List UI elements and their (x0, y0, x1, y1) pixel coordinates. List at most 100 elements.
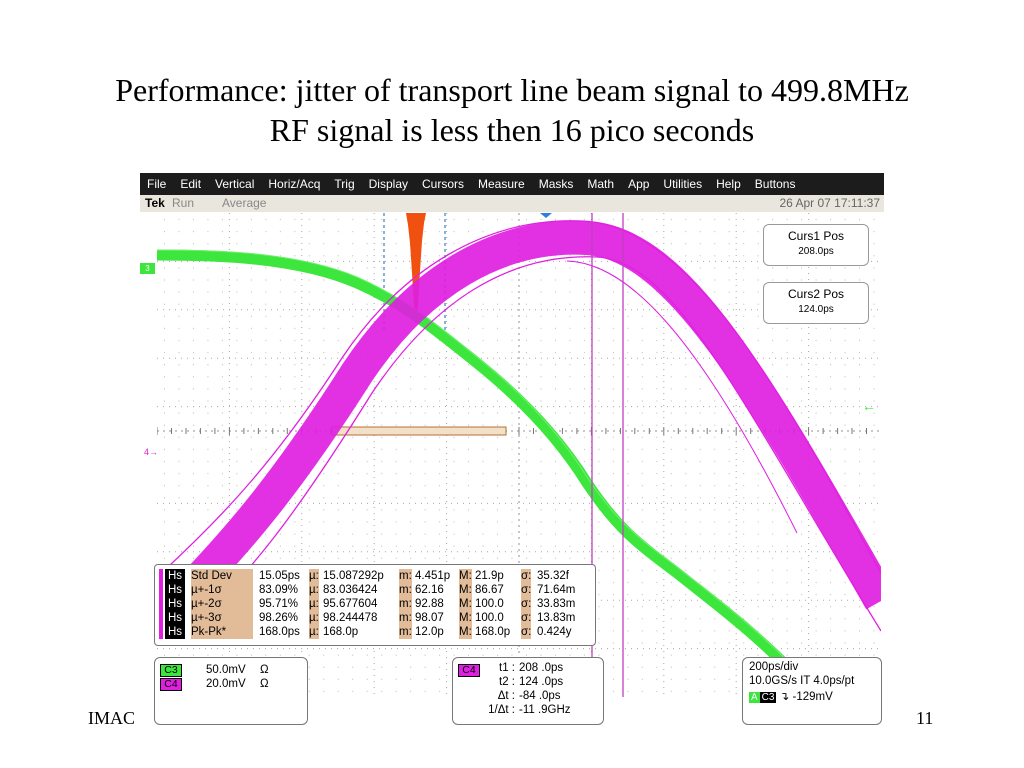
ch3-marker[interactable]: 3 (140, 263, 155, 274)
ch3-trace (157, 249, 823, 697)
timebase-panel[interactable]: 200ps/div 10.0GS/s IT 4.0ps/pt A C3 ↴ -12… (742, 657, 882, 725)
measurement-color-stripe (159, 597, 163, 611)
ch3-impedance: Ω (260, 664, 269, 676)
t1-label: t1 : (499, 662, 515, 674)
curs1-readout[interactable]: Curs1 Pos 208.0ps (763, 224, 869, 266)
measurement-tag: Hs (165, 611, 186, 625)
mu-value: 95.677604 (323, 598, 378, 610)
trigger-level: -129mV (792, 691, 833, 703)
mu-label: µ: (309, 583, 319, 597)
menu-display[interactable]: Display (368, 177, 408, 191)
max-value: 21.9p (475, 570, 504, 582)
ch3-trace-edge (157, 249, 818, 692)
menu-file[interactable]: File (147, 177, 167, 191)
delta-t-value: -84 .0ps (519, 690, 561, 702)
max-value: 86.67 (475, 584, 504, 596)
min-value: 98.07 (415, 612, 444, 624)
menu-masks[interactable]: Masks (538, 177, 574, 191)
min-value: 4.451p (415, 570, 451, 582)
curs2-label: Curs2 Pos (787, 287, 845, 301)
cursor-channel-tag: C4 (458, 664, 480, 677)
min-value: 12.0p (415, 626, 444, 638)
measurement-row[interactable]: Hs µ+-3σ 98.26% µ: 98.244478 m: 98.07 M:… (159, 611, 591, 625)
ch4-impedance: Ω (260, 678, 269, 690)
measurement-name: Pk-Pk* (191, 625, 253, 639)
menu-help[interactable]: Help (716, 177, 741, 191)
run-state[interactable]: Run (172, 196, 195, 210)
min-value: 92.88 (415, 598, 444, 610)
curs2-value: 124.0ps (798, 304, 834, 315)
horizontal-scale: 200ps/div (749, 661, 799, 673)
t2-value: 124 .0ps (519, 676, 564, 688)
mu-value: 83.036424 (323, 584, 378, 596)
curs1-value: 208.0ps (798, 246, 834, 257)
t2-label: t2 : (499, 676, 515, 688)
menu-utilities[interactable]: Utilities (663, 177, 703, 191)
mu-value: 98.244478 (323, 612, 378, 624)
measurement-row[interactable]: Hs µ+-1σ 83.09% µ: 83.036424 m: 62.16 M:… (159, 583, 591, 597)
channel-scale-panel[interactable]: C3 50.0mV Ω C4 20.0mV Ω (154, 657, 308, 725)
oscilloscope-screenshot: File Edit Vertical Horiz/Acq Trig Displa… (140, 173, 884, 730)
ch3-scale: 50.0mV (206, 664, 246, 676)
slide-title-line1: Performance: jitter of transport line be… (115, 72, 909, 108)
max-label: M: (459, 611, 472, 625)
ch4-scale: 20.0mV (206, 678, 246, 690)
menu-measure[interactable]: Measure (478, 177, 525, 191)
measurement-row[interactable]: Hs Pk-Pk* 168.0ps µ: 168.0p m: 12.0p M: … (159, 625, 591, 639)
measurement-row[interactable]: Hs µ+-2σ 95.71% µ: 95.677604 m: 92.88 M:… (159, 597, 591, 611)
menu-vertical[interactable]: Vertical (215, 177, 255, 191)
min-value: 62.16 (415, 584, 444, 596)
waveform-display (157, 213, 881, 697)
menu-trig[interactable]: Trig (334, 177, 355, 191)
menu-bar: File Edit Vertical Horiz/Acq Trig Displa… (140, 173, 884, 195)
delta-t-label: Δt : (497, 690, 515, 702)
curs2-readout[interactable]: Curs2 Pos 124.0ps (763, 282, 869, 324)
ch4-marker-label: 4 (144, 447, 150, 457)
mu-label: µ: (309, 597, 319, 611)
sample-rate: 10.0GS/s IT 4.0ps/pt (749, 675, 855, 687)
trigger-position-marker (540, 213, 552, 218)
ch3-scale-row[interactable]: C3 50.0mV Ω (160, 664, 269, 677)
menu-edit[interactable]: Edit (180, 177, 202, 191)
measurement-panel: Hs Std Dev 15.05ps µ: 15.087292p m: 4.45… (154, 564, 596, 646)
sigma-value: 71.64m (537, 584, 576, 596)
mu-label: µ: (309, 611, 319, 625)
measurement-value: 83.09% (259, 584, 299, 596)
ch4-marker[interactable]: 4→ (144, 447, 158, 457)
measurement-color-stripe (159, 625, 163, 639)
ch4-marker-arrow-icon: → (149, 447, 159, 457)
trigger-settings[interactable]: A C3 ↴ -129mV (749, 689, 833, 703)
measurement-value: 98.26% (259, 612, 299, 624)
footer-organization: IMAC (88, 708, 136, 728)
max-label: M: (459, 597, 472, 611)
mu-value: 15.087292p (323, 570, 384, 582)
brand-logo: Tek (145, 196, 165, 210)
menu-app[interactable]: App (628, 177, 650, 191)
sigma-value: 33.83m (537, 598, 576, 610)
trigger-slope-icon: ↴ (779, 691, 790, 703)
menu-cursors[interactable]: Cursors (422, 177, 465, 191)
menu-horiz-acq[interactable]: Horiz/Acq (268, 177, 321, 191)
measurement-name: µ+-1σ (191, 583, 253, 597)
menu-buttons[interactable]: Buttons (754, 177, 796, 191)
slide-title-line2: RF signal is less then 16 pico seconds (269, 112, 755, 148)
measurement-value: 95.71% (259, 598, 299, 610)
sigma-label: σ: (521, 597, 532, 611)
cursor-readout-panel[interactable]: C4 t1 : 208 .0ps t2 : 124 .0ps Δt : -84 … (452, 657, 604, 725)
measurement-tag: Hs (165, 569, 186, 583)
status-bar: Tek Run Average 26 Apr 07 17:11:37 (140, 195, 884, 212)
menu-math[interactable]: Math (587, 177, 615, 191)
mu-label: µ: (309, 569, 319, 583)
trigger-source: C3 (759, 692, 777, 703)
max-label: M: (459, 569, 472, 583)
sigma-value: 35.32f (537, 570, 569, 582)
max-label: M: (459, 625, 472, 639)
ch4-scale-row[interactable]: C4 20.0mV Ω (160, 678, 269, 691)
trigger-level-arrow-icon[interactable]: ← (862, 398, 876, 414)
measurement-tag: Hs (165, 625, 186, 639)
measurement-row[interactable]: Hs Std Dev 15.05ps µ: 15.087292p m: 4.45… (159, 569, 591, 583)
histogram-range-bar (331, 426, 507, 436)
acquisition-mode: Average (222, 196, 267, 210)
ch4-trace-outer-lower (176, 256, 881, 644)
measurement-tag: Hs (165, 597, 186, 611)
